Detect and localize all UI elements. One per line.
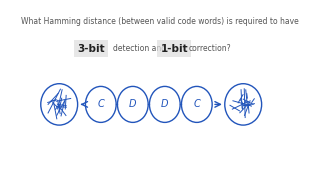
Text: detection and: detection and — [113, 44, 166, 53]
Text: 1-bit: 1-bit — [161, 44, 188, 54]
Text: C: C — [193, 99, 200, 109]
Text: C: C — [97, 99, 104, 109]
Text: 3-bit: 3-bit — [77, 44, 105, 54]
Text: D: D — [129, 99, 137, 109]
Text: correction?: correction? — [188, 44, 231, 53]
Text: What Hamming distance (between valid code words) is required to have: What Hamming distance (between valid cod… — [21, 17, 299, 26]
Text: D: D — [161, 99, 169, 109]
